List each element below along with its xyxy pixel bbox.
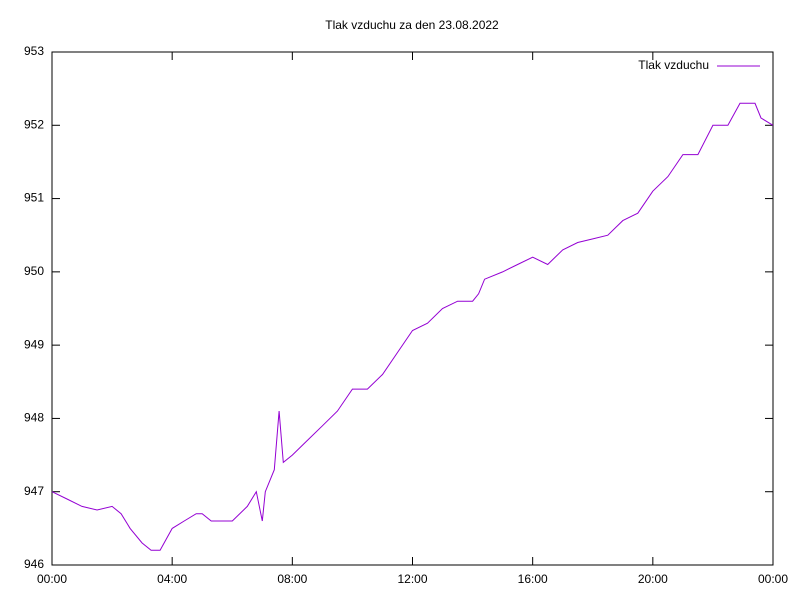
y-tick-label: 952 <box>24 117 44 131</box>
x-tick-label: 16:00 <box>518 572 548 586</box>
legend-label: Tlak vzduchu <box>638 58 709 72</box>
y-tick-label: 946 <box>24 557 44 571</box>
x-tick-label: 12:00 <box>397 572 427 586</box>
x-tick-label: 04:00 <box>157 572 187 586</box>
y-tick-label: 949 <box>24 337 44 351</box>
data-line <box>51 102 774 551</box>
y-tick-label: 951 <box>24 191 44 205</box>
chart-title: Tlak vzduchu za den 23.08.2022 <box>325 18 499 32</box>
y-tick-label: 948 <box>24 411 44 425</box>
x-tick-label: 08:00 <box>277 572 307 586</box>
y-tick-label: 950 <box>24 264 44 278</box>
x-tick-label: 20:00 <box>638 572 668 586</box>
x-tick-label: 00:00 <box>758 572 788 586</box>
y-tick-label: 953 <box>24 44 44 58</box>
x-tick-label: 00:00 <box>37 572 67 586</box>
plot-frame <box>51 51 774 566</box>
y-tick-label: 947 <box>24 484 44 498</box>
